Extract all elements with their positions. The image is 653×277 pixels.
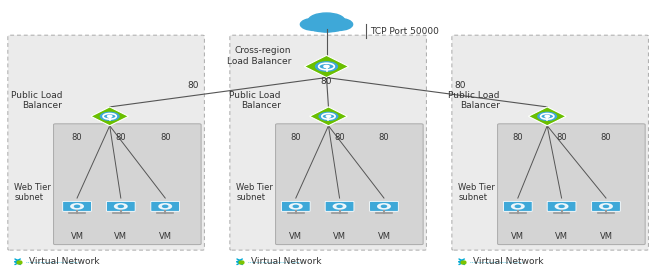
Text: 80: 80 — [601, 133, 611, 142]
Text: Public Load
Balancer: Public Load Balancer — [448, 91, 500, 110]
FancyBboxPatch shape — [230, 35, 426, 250]
Text: Web Tier
subnet: Web Tier subnet — [458, 183, 495, 202]
Text: Web Tier
subnet: Web Tier subnet — [14, 183, 51, 202]
Text: 80: 80 — [321, 77, 332, 86]
FancyBboxPatch shape — [63, 201, 91, 211]
Text: Public Load
Balancer: Public Load Balancer — [10, 91, 62, 110]
Text: VM: VM — [511, 232, 524, 241]
FancyBboxPatch shape — [452, 35, 648, 250]
Circle shape — [538, 112, 556, 120]
Polygon shape — [310, 107, 347, 126]
Circle shape — [316, 23, 337, 32]
Text: 80: 80 — [187, 81, 199, 90]
FancyBboxPatch shape — [498, 124, 645, 245]
Circle shape — [324, 65, 329, 68]
FancyBboxPatch shape — [281, 201, 310, 211]
Circle shape — [320, 22, 343, 32]
FancyBboxPatch shape — [503, 201, 532, 211]
Text: VM: VM — [289, 232, 302, 241]
Circle shape — [599, 204, 613, 209]
Text: 80: 80 — [454, 81, 466, 90]
Text: TCP Port 50000: TCP Port 50000 — [370, 27, 438, 35]
Circle shape — [381, 205, 387, 207]
Text: 80: 80 — [72, 133, 82, 142]
Text: Virtual Network: Virtual Network — [473, 257, 544, 266]
Circle shape — [71, 204, 84, 209]
Text: 80: 80 — [556, 133, 567, 142]
Circle shape — [114, 204, 127, 209]
Circle shape — [324, 18, 353, 30]
Circle shape — [308, 13, 345, 29]
Circle shape — [159, 204, 172, 209]
Text: Cross-region
Load Balancer: Cross-region Load Balancer — [227, 46, 291, 66]
FancyBboxPatch shape — [325, 201, 354, 211]
Polygon shape — [91, 107, 129, 126]
Circle shape — [289, 204, 302, 209]
Text: 80: 80 — [116, 133, 126, 142]
Text: Virtual Network: Virtual Network — [251, 257, 322, 266]
Circle shape — [515, 205, 520, 207]
Circle shape — [315, 62, 338, 71]
FancyBboxPatch shape — [547, 201, 576, 211]
Circle shape — [337, 205, 342, 207]
Polygon shape — [304, 55, 349, 78]
Text: 80: 80 — [513, 133, 523, 142]
FancyBboxPatch shape — [8, 35, 204, 250]
Circle shape — [377, 204, 390, 209]
Polygon shape — [528, 107, 566, 126]
Circle shape — [163, 205, 168, 207]
Circle shape — [511, 204, 524, 209]
FancyBboxPatch shape — [54, 124, 201, 245]
Text: VM: VM — [71, 232, 84, 241]
Text: Web Tier
subnet: Web Tier subnet — [236, 183, 273, 202]
Text: 80: 80 — [291, 133, 301, 142]
Circle shape — [326, 116, 330, 117]
Text: 80: 80 — [160, 133, 170, 142]
Circle shape — [603, 205, 609, 207]
Circle shape — [101, 112, 119, 120]
FancyBboxPatch shape — [151, 201, 180, 211]
Text: VM: VM — [599, 232, 613, 241]
Circle shape — [118, 205, 123, 207]
Text: Public Load
Balancer: Public Load Balancer — [229, 91, 281, 110]
Text: VM: VM — [333, 232, 346, 241]
Circle shape — [310, 22, 333, 32]
Circle shape — [319, 112, 338, 120]
Circle shape — [108, 116, 112, 117]
Circle shape — [559, 205, 564, 207]
Text: Virtual Network: Virtual Network — [29, 257, 100, 266]
Circle shape — [74, 205, 80, 207]
Circle shape — [545, 116, 549, 117]
Text: 80: 80 — [334, 133, 345, 142]
Text: VM: VM — [159, 232, 172, 241]
Circle shape — [555, 204, 568, 209]
Circle shape — [293, 205, 298, 207]
Text: VM: VM — [555, 232, 568, 241]
Text: VM: VM — [377, 232, 390, 241]
FancyBboxPatch shape — [276, 124, 423, 245]
FancyBboxPatch shape — [106, 201, 135, 211]
Text: 80: 80 — [379, 133, 389, 142]
FancyBboxPatch shape — [592, 201, 620, 211]
Text: VM: VM — [114, 232, 127, 241]
Circle shape — [300, 18, 329, 30]
Circle shape — [333, 204, 346, 209]
FancyBboxPatch shape — [370, 201, 398, 211]
